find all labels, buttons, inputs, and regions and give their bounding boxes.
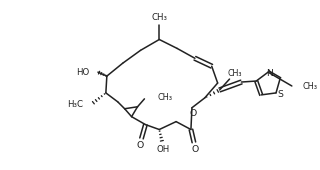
Text: S: S: [277, 90, 283, 99]
Text: CH₃: CH₃: [227, 69, 242, 78]
Text: CH₃: CH₃: [151, 13, 167, 22]
Text: CH₃: CH₃: [303, 82, 318, 91]
Text: OH: OH: [156, 145, 170, 154]
Text: O: O: [191, 145, 198, 154]
Text: O: O: [137, 141, 144, 150]
Text: O: O: [189, 109, 196, 118]
Text: HO: HO: [76, 68, 89, 77]
Text: H₃C: H₃C: [67, 100, 83, 109]
Text: N: N: [266, 69, 273, 78]
Text: CH₃: CH₃: [157, 93, 172, 102]
